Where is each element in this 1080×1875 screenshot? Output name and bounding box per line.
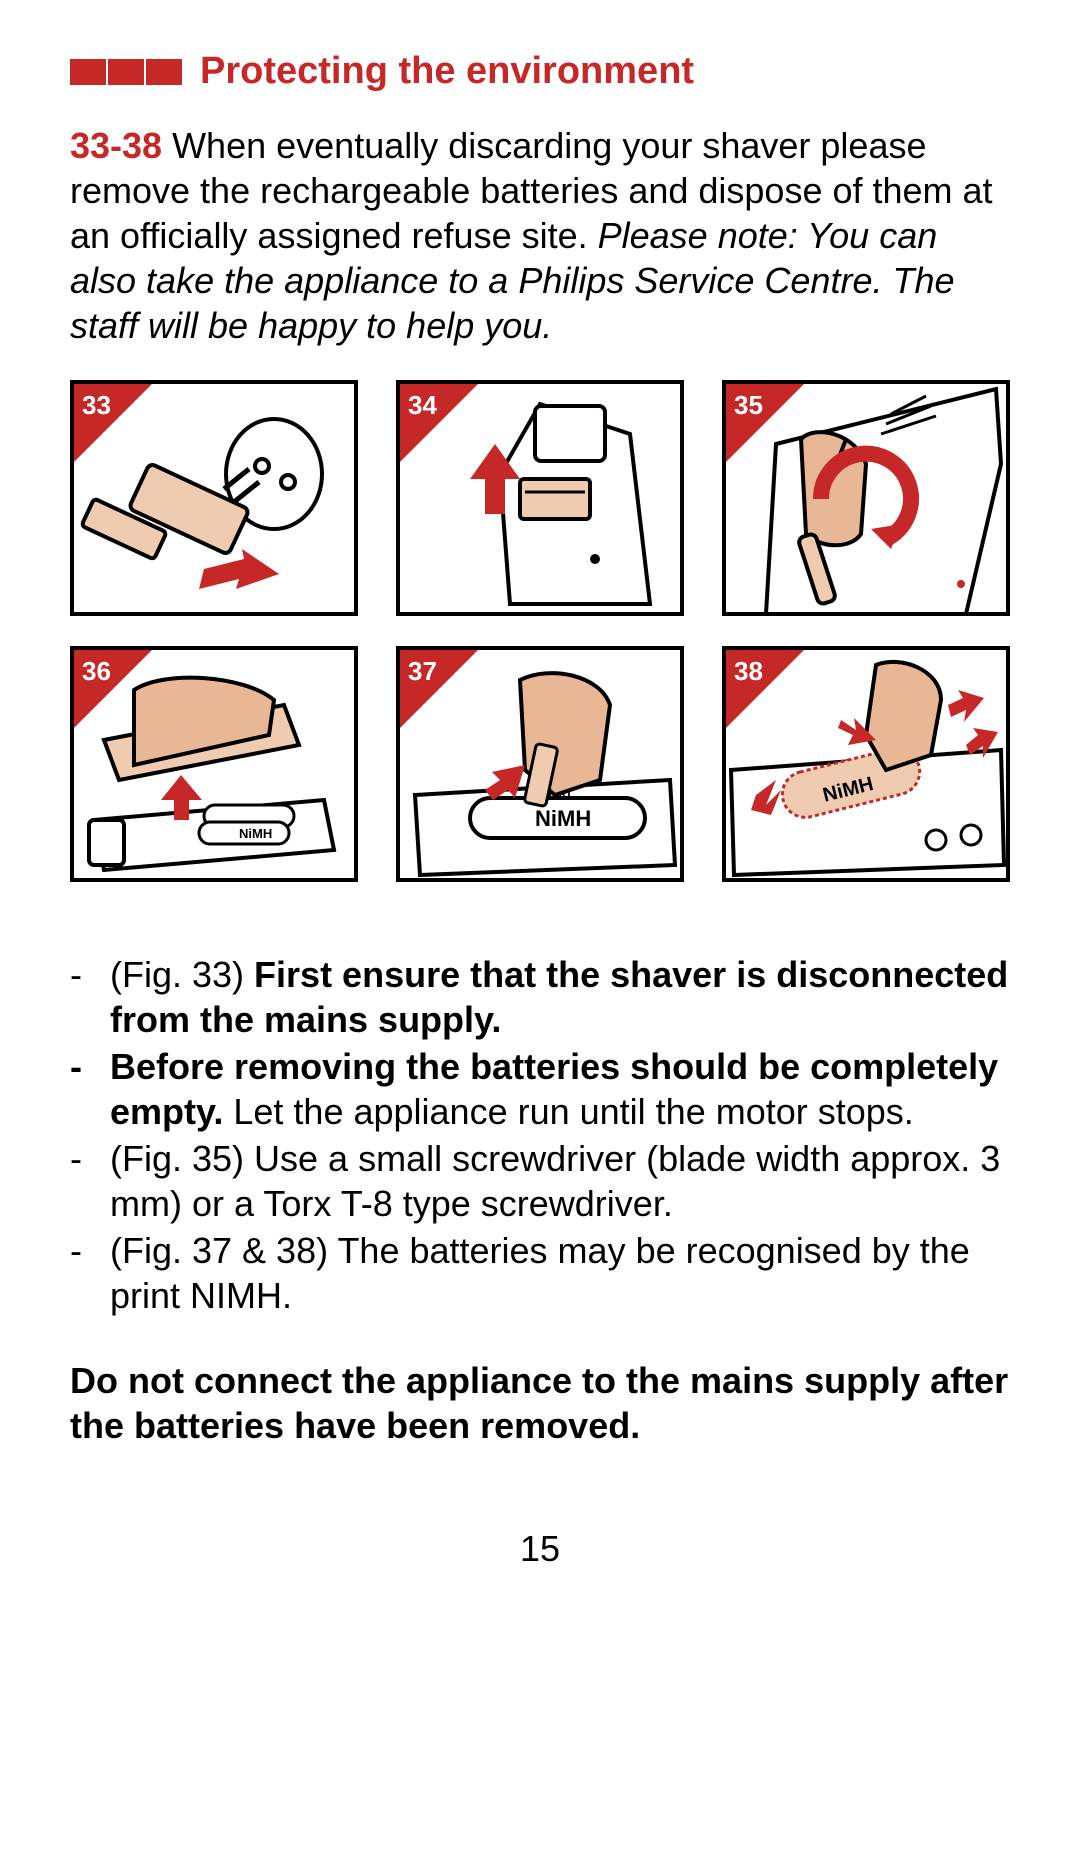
figure-33: 33 xyxy=(70,380,358,616)
list-item: - (Fig. 35) Use a small screwdriver (bla… xyxy=(70,1136,1010,1226)
warning-text: Do not connect the appliance to the main… xyxy=(70,1358,1010,1448)
figure-35: 35 xyxy=(722,380,1010,616)
instruction-list: - (Fig. 33) First ensure that the shaver… xyxy=(70,952,1010,1318)
svg-text:NiMH: NiMH xyxy=(535,806,591,831)
svg-text:NiMH: NiMH xyxy=(239,826,272,841)
header-blocks-icon xyxy=(70,59,182,85)
figure-grid: 33 34 xyxy=(70,380,1010,882)
figure-number: 34 xyxy=(408,390,437,421)
figure-number: 38 xyxy=(734,656,763,687)
figure-36: 36 NiMH xyxy=(70,646,358,882)
intro-paragraph: 33-38 When eventually discarding your sh… xyxy=(70,123,1010,348)
page-number: 15 xyxy=(70,1528,1010,1570)
figure-number: 33 xyxy=(82,390,111,421)
manual-page: Protecting the environment 33-38 When ev… xyxy=(0,0,1080,1610)
figure-number: 37 xyxy=(408,656,437,687)
section-title: Protecting the environment xyxy=(200,50,694,93)
list-item: - (Fig. 33) First ensure that the shaver… xyxy=(70,952,1010,1042)
section-header: Protecting the environment xyxy=(70,50,1010,93)
list-item: - (Fig. 37 & 38) The batteries may be re… xyxy=(70,1228,1010,1318)
figure-number: 36 xyxy=(82,656,111,687)
figure-38: 38 NiMH xyxy=(722,646,1010,882)
figure-37: 37 NiMH NiMH xyxy=(396,646,684,882)
figure-range: 33-38 xyxy=(70,125,162,166)
list-item: - Before removing the batteries should b… xyxy=(70,1044,1010,1134)
figure-number: 35 xyxy=(734,390,763,421)
figure-34: 34 xyxy=(396,380,684,616)
